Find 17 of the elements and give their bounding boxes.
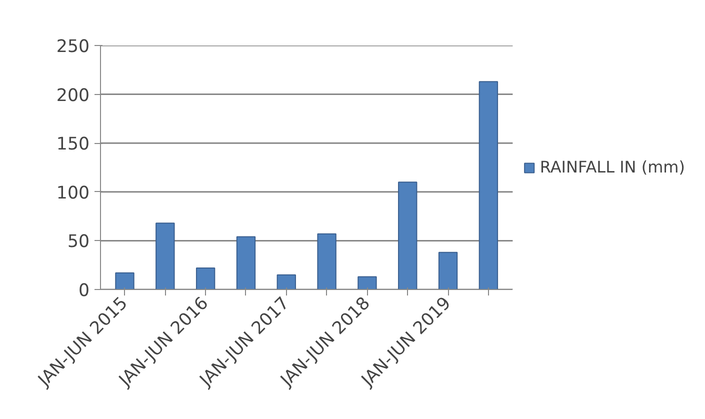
legend-label: RAINFALL IN (mm) — [540, 158, 685, 176]
y-tick-label: 100 — [56, 183, 90, 204]
bar — [438, 252, 458, 290]
y-tick-label: 250 — [56, 37, 90, 57]
bar — [358, 276, 377, 290]
bar — [276, 274, 296, 290]
y-tick-label: 50 — [67, 232, 90, 252]
bar — [398, 182, 418, 290]
y-tick-label: 0 — [78, 281, 90, 301]
bar — [317, 233, 336, 290]
bar — [156, 222, 175, 290]
bar — [478, 81, 498, 290]
bar — [236, 236, 256, 290]
bar — [115, 272, 134, 290]
y-tick-label: 200 — [56, 86, 90, 106]
y-tick-label: 150 — [56, 134, 90, 155]
bar — [196, 268, 216, 290]
